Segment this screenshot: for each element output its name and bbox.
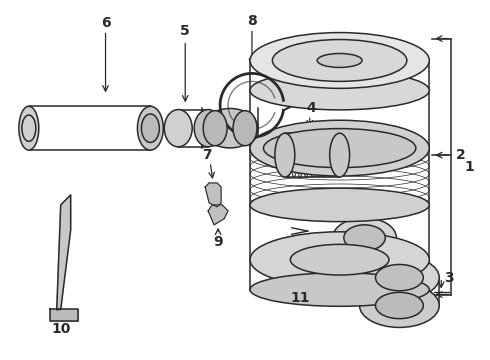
Polygon shape — [57, 195, 71, 310]
Ellipse shape — [264, 129, 416, 168]
Ellipse shape — [275, 133, 295, 177]
Ellipse shape — [250, 188, 429, 222]
Ellipse shape — [291, 133, 297, 177]
Ellipse shape — [142, 114, 159, 143]
Ellipse shape — [290, 244, 389, 275]
Ellipse shape — [203, 111, 227, 146]
Ellipse shape — [330, 133, 349, 177]
Ellipse shape — [375, 265, 423, 291]
Ellipse shape — [137, 106, 163, 150]
Text: 4: 4 — [307, 101, 317, 115]
Ellipse shape — [317, 54, 362, 67]
Text: 10: 10 — [51, 323, 71, 337]
Ellipse shape — [250, 120, 429, 176]
Polygon shape — [208, 205, 228, 225]
Ellipse shape — [360, 284, 439, 328]
Ellipse shape — [360, 256, 439, 300]
Ellipse shape — [375, 292, 423, 319]
Text: 8: 8 — [247, 14, 257, 28]
Ellipse shape — [202, 108, 258, 148]
Ellipse shape — [285, 133, 291, 177]
Text: 2: 2 — [456, 148, 466, 162]
Ellipse shape — [250, 232, 429, 288]
Ellipse shape — [333, 218, 396, 258]
Ellipse shape — [233, 111, 257, 146]
Text: 9: 9 — [213, 235, 223, 249]
Ellipse shape — [250, 71, 429, 110]
Polygon shape — [50, 310, 77, 321]
Text: 1: 1 — [464, 159, 474, 174]
Text: 3: 3 — [444, 271, 454, 285]
Ellipse shape — [250, 32, 429, 88]
Ellipse shape — [164, 109, 192, 147]
Ellipse shape — [250, 273, 429, 306]
Ellipse shape — [297, 133, 303, 177]
Ellipse shape — [321, 133, 328, 177]
Ellipse shape — [333, 246, 396, 270]
Ellipse shape — [309, 133, 316, 177]
Ellipse shape — [272, 40, 407, 81]
Ellipse shape — [344, 225, 385, 251]
Ellipse shape — [333, 133, 340, 177]
Ellipse shape — [303, 133, 310, 177]
Text: 11: 11 — [290, 291, 310, 305]
Text: 7: 7 — [202, 148, 212, 162]
Ellipse shape — [194, 109, 222, 147]
Text: 5: 5 — [180, 23, 190, 37]
Ellipse shape — [19, 106, 39, 150]
Ellipse shape — [327, 133, 334, 177]
Polygon shape — [205, 183, 221, 207]
Ellipse shape — [315, 133, 321, 177]
Text: 6: 6 — [101, 15, 110, 30]
